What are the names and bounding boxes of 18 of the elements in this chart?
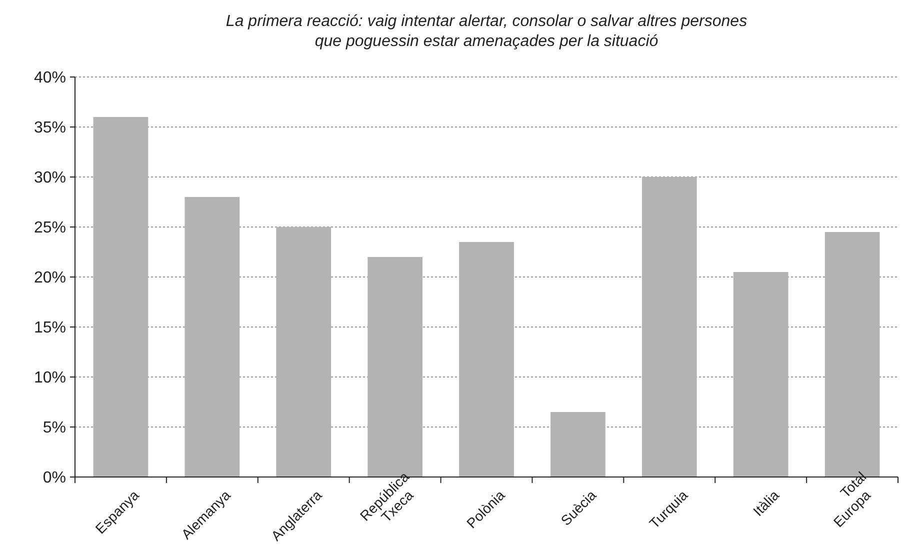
bar [459,242,514,477]
y-tick-label: 30% [34,170,66,187]
y-tick-label: 5% [42,420,66,437]
y-tick-label: 25% [34,220,66,237]
y-tick-label: 40% [34,70,66,87]
bar [550,412,606,477]
y-tick-label: 20% [34,270,66,287]
chart-title: La primera reacció: vaig intentar alertar, consolar o salvar altres persones que poguessin estar amenaçades per la situació [226,13,748,50]
y-tick-label: 15% [34,320,66,337]
y-tick-label: 10% [34,370,66,387]
bar [184,197,240,477]
x-tick-label: Itàlia [750,486,782,520]
y-tick-label: 0% [42,470,66,487]
bar [733,272,788,477]
bar [642,177,697,477]
bar [93,117,148,477]
bar [276,227,332,477]
y-tick-label: 35% [34,120,66,137]
